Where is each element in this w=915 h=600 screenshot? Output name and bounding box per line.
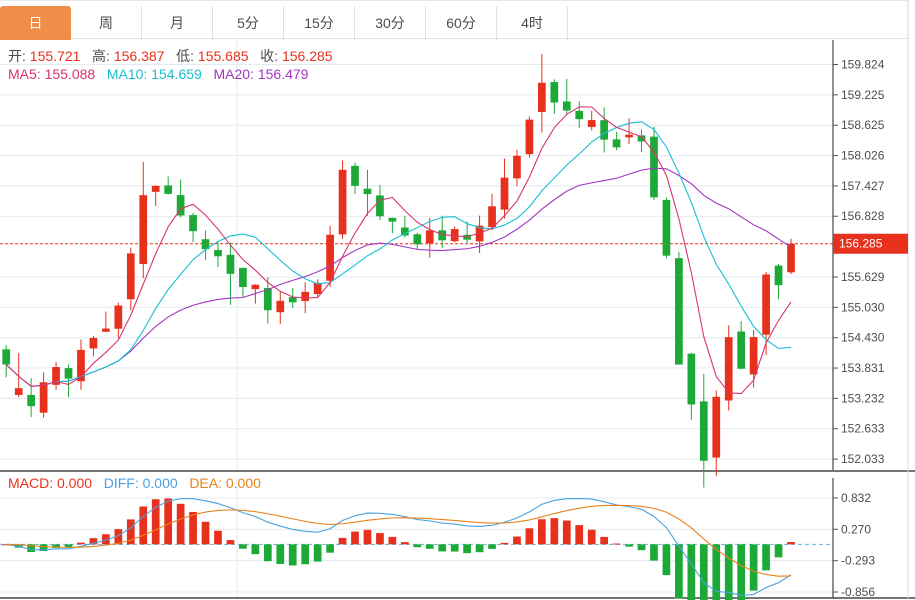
svg-text:0.832: 0.832 [841, 491, 871, 505]
svg-text:-0.856: -0.856 [841, 585, 875, 599]
svg-text:159.225: 159.225 [841, 88, 885, 102]
svg-text:155.629: 155.629 [841, 270, 885, 284]
svg-text:153.232: 153.232 [841, 391, 885, 405]
svg-text:155.030: 155.030 [841, 300, 885, 314]
svg-text:156.828: 156.828 [841, 209, 885, 223]
svg-text:152.633: 152.633 [841, 422, 885, 436]
svg-text:158.625: 158.625 [841, 118, 885, 132]
svg-text:158.026: 158.026 [841, 149, 885, 163]
svg-text:-0.293: -0.293 [841, 554, 875, 568]
svg-text:156.285: 156.285 [839, 237, 883, 251]
svg-text:159.824: 159.824 [841, 58, 885, 72]
svg-text:154.430: 154.430 [841, 331, 885, 345]
svg-text:152.033: 152.033 [841, 452, 885, 466]
svg-text:0.270: 0.270 [841, 522, 871, 536]
svg-text:157.427: 157.427 [841, 179, 885, 193]
svg-text:153.831: 153.831 [841, 361, 885, 375]
